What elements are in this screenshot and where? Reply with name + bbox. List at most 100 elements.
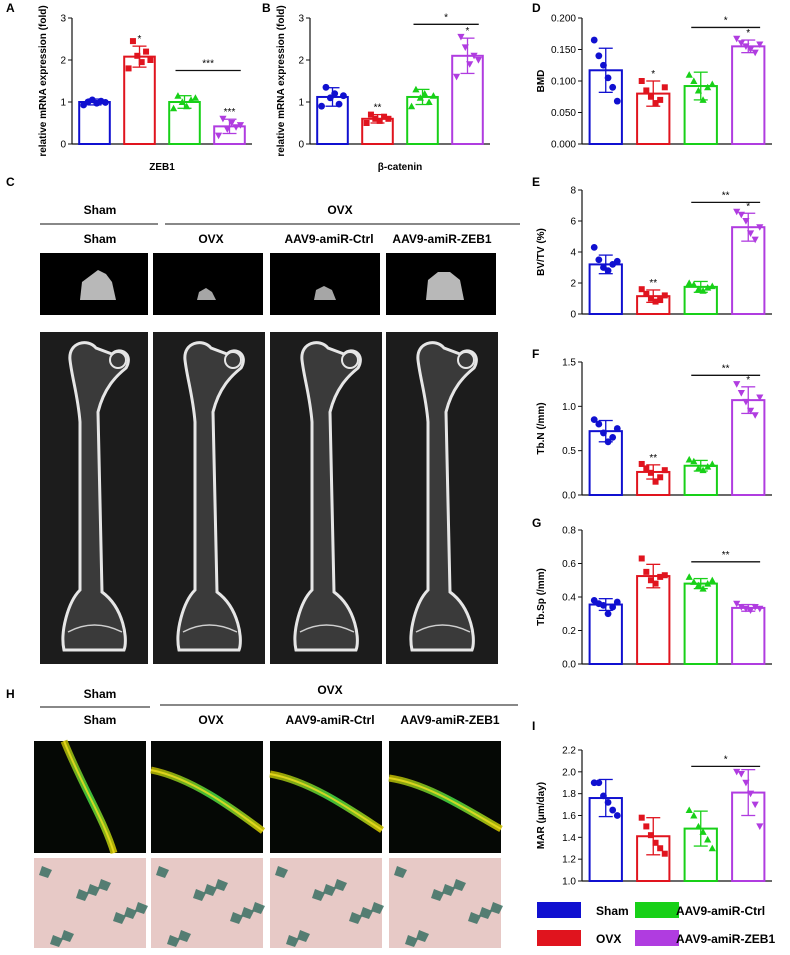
- data-point: [214, 132, 223, 140]
- data-point: [751, 412, 759, 419]
- data-point: [169, 104, 178, 112]
- data-point: [647, 295, 654, 302]
- data-point: [746, 46, 755, 54]
- c-col-header-ovx: OVX: [198, 232, 223, 246]
- bar-g-2: [683, 582, 718, 665]
- data-point: [690, 77, 698, 84]
- data-point: [657, 474, 664, 481]
- data-point: [590, 416, 598, 424]
- x-axis-label-a: ZEB1: [149, 162, 175, 173]
- data-point: [331, 90, 339, 97]
- bar-g-3: [731, 606, 766, 666]
- data-point: [457, 33, 465, 41]
- data-point: [372, 115, 379, 122]
- data-point: [737, 604, 745, 611]
- data-point: [694, 581, 703, 589]
- y-tick-label: 2: [298, 56, 304, 67]
- panel-label-c: C: [6, 175, 15, 189]
- y-tick-label: 0.5: [562, 446, 576, 457]
- y-tick-label: 2.0: [562, 767, 576, 778]
- y-tick-label: 1.8: [562, 789, 576, 800]
- data-point: [704, 83, 712, 91]
- data-point: [756, 41, 764, 49]
- y-tick-label: 0.000: [551, 140, 576, 151]
- panel-label-e: E: [532, 175, 540, 189]
- legend-swatch-ctrl: [635, 902, 679, 918]
- y-tick-label: 2: [570, 279, 576, 290]
- femur-bone-2: [293, 341, 362, 652]
- data-point: [335, 100, 343, 108]
- data-point: [694, 822, 703, 830]
- data-point: [685, 806, 693, 814]
- data-point: [183, 102, 191, 110]
- data-point: [412, 85, 420, 93]
- chart-f: 0.00.51.01.5Tb.N (/mm)*****: [536, 358, 772, 502]
- data-point: [657, 573, 664, 580]
- data-point: [733, 35, 741, 43]
- panel-label-b: B: [262, 1, 271, 15]
- h-col-header-sham: Sham: [84, 713, 117, 727]
- y-axis-label-i: MAR (μm/day): [536, 782, 547, 849]
- fluorescence-image-0: [34, 739, 146, 855]
- data-point: [429, 92, 438, 99]
- data-point: [708, 282, 716, 290]
- data-point: [737, 771, 745, 778]
- data-point: [232, 124, 240, 131]
- c-ovx-group-header: OVX: [327, 203, 352, 217]
- bar-f-3: [731, 399, 766, 497]
- panel-label-i: I: [532, 719, 535, 733]
- data-point: [613, 97, 621, 105]
- data-point: [604, 610, 612, 618]
- data-point: [652, 478, 659, 485]
- data-point: [385, 115, 392, 122]
- data-point: [643, 465, 650, 472]
- h-ovx-group-header: OVX: [317, 683, 342, 697]
- femur-bone-3: [409, 341, 478, 652]
- data-point: [604, 267, 612, 274]
- femur-bone-0: [61, 341, 130, 652]
- y-axis-label-a: relative mRNA expression (fold): [38, 5, 49, 156]
- data-point: [756, 605, 764, 613]
- data-point: [756, 823, 764, 831]
- data-point: [685, 279, 693, 286]
- y-tick-label: 1.6: [562, 811, 576, 822]
- h-col-header-ctrl: AAV9-amiR-Ctrl: [285, 713, 374, 727]
- y-axis-label-b: relative mRNA expression (fold): [276, 5, 287, 156]
- bracket-label: *: [724, 754, 728, 765]
- data-point: [746, 230, 755, 237]
- data-point: [652, 839, 659, 846]
- data-point: [751, 236, 759, 244]
- data-point: [708, 844, 716, 852]
- data-point: [733, 381, 741, 388]
- bracket-label: *: [444, 12, 448, 23]
- data-point: [102, 99, 109, 106]
- y-tick-label: 0.200: [551, 14, 576, 25]
- y-axis-label-e: BV/TV (%): [536, 228, 547, 276]
- fluorescence-image-2: [269, 741, 384, 853]
- significance-star: **: [374, 103, 382, 114]
- microct-thumbnails: [40, 253, 496, 315]
- data-point: [708, 576, 716, 584]
- data-point: [421, 90, 429, 97]
- data-point: [652, 580, 659, 587]
- data-point: [733, 768, 741, 776]
- data-point: [699, 828, 707, 835]
- histology-image-3: [389, 858, 503, 948]
- microct-thumb-ctrl: [270, 253, 380, 315]
- y-tick-label: 3: [298, 14, 304, 25]
- data-point: [595, 256, 603, 264]
- histology-image-1: [151, 858, 265, 948]
- bracket-label: *: [724, 15, 728, 26]
- data-point: [638, 460, 645, 467]
- data-point: [318, 102, 325, 110]
- y-tick-label: 0.0: [562, 491, 576, 502]
- y-axis-label-f: Tb.N (/mm): [536, 402, 547, 454]
- data-point: [690, 280, 698, 288]
- bracket-label: **: [722, 190, 730, 201]
- fluorescence-image-3: [388, 741, 503, 853]
- y-tick-label: 8: [570, 186, 576, 197]
- section-h-images: [34, 739, 503, 948]
- data-point: [609, 83, 617, 91]
- data-point: [236, 122, 245, 129]
